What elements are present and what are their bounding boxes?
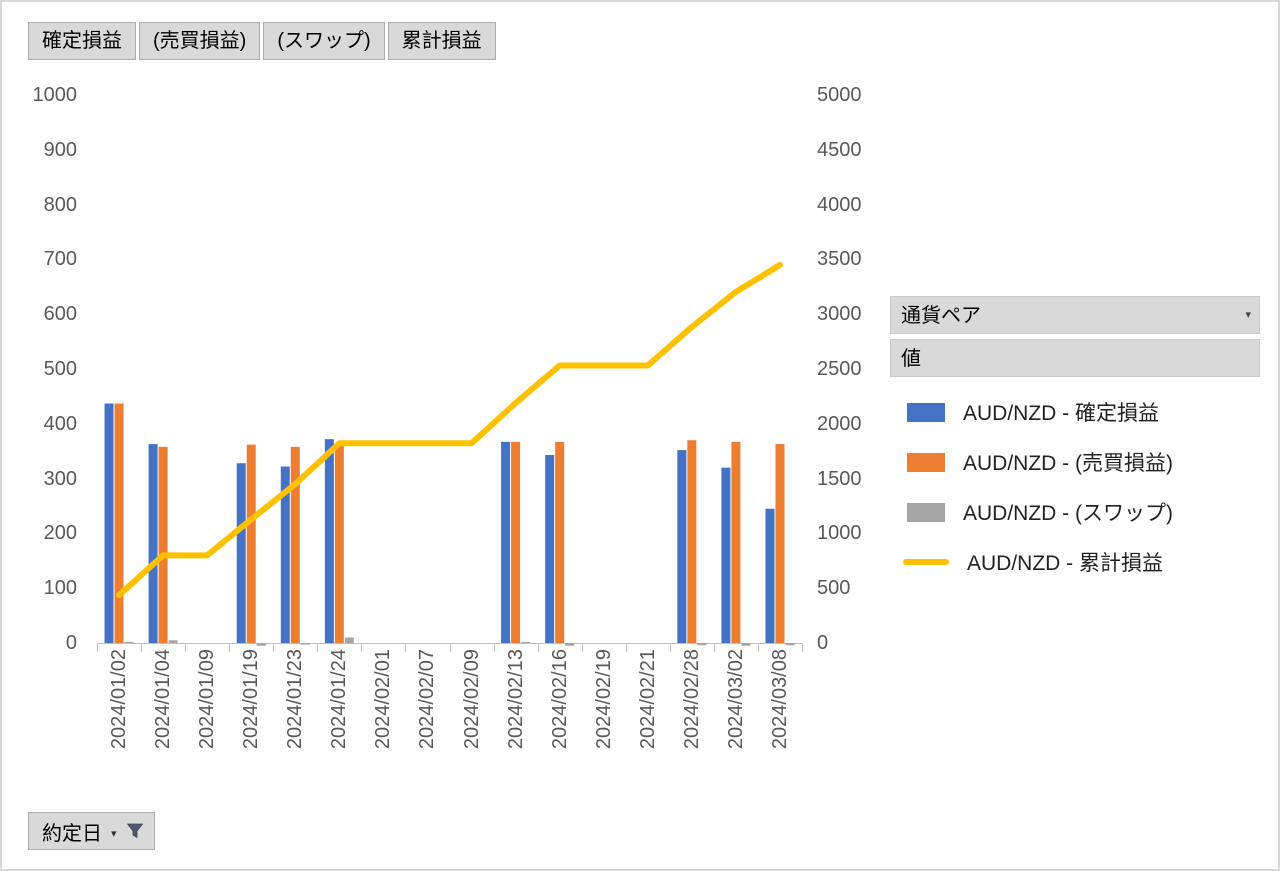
legend-items: AUD/NZD - 確定損益 AUD/NZD - (売買損益) AUD/NZD - …: [890, 387, 1260, 587]
bar-series2-cat16[interactable]: [775, 444, 785, 643]
bar-series1-cat15[interactable]: [721, 467, 731, 643]
bar-series3-cat16[interactable]: [785, 643, 795, 646]
dropdown-caret-icon[interactable]: ▾: [1245, 309, 1251, 321]
right-axis-tick-label: 3500: [817, 248, 862, 271]
right-axis-tick-label: 1000: [817, 522, 862, 545]
field-button-4[interactable]: 累計損益: [387, 22, 496, 60]
bar-series2-cat1[interactable]: [114, 403, 124, 643]
bar-series1-cat14[interactable]: [677, 450, 687, 643]
legend-panel: 通貨ペア ▾ 値 AUD/NZD - 確定損益 AUD/NZD - (売買損益) A…: [890, 296, 1260, 587]
legend-value-header-label: 値: [901, 348, 921, 370]
legend-item-label: AUD/NZD - 累計損益: [967, 552, 1163, 575]
left-axis-tick-label: 200: [43, 522, 77, 545]
bar-series2-cat4[interactable]: [246, 444, 256, 643]
funnel-icon: [126, 823, 143, 839]
legend-swatch-bar: [907, 502, 945, 522]
left-axis-tick-label: 1000: [32, 84, 78, 106]
value-field-buttons: 確定損益 (売買損益) (スワップ) 累計損益: [28, 22, 496, 60]
legend-item-2[interactable]: AUD/NZD - (売買損益): [890, 437, 1260, 487]
bar-series2-cat2[interactable]: [158, 446, 168, 643]
right-axis-tick-label: 2500: [817, 358, 862, 380]
bar-series1-cat4[interactable]: [236, 463, 246, 643]
left-axis-tick-label: 800: [43, 193, 77, 216]
bar-series1-cat11[interactable]: [545, 455, 555, 643]
dropdown-caret-icon: ▾: [111, 827, 117, 840]
legend-item-label: AUD/NZD - 確定損益: [963, 402, 1159, 425]
legend-item-3[interactable]: AUD/NZD - (スワップ): [890, 487, 1260, 537]
left-axis-tick-label: 100: [43, 577, 77, 600]
field-button-1[interactable]: 確定損益: [28, 22, 136, 60]
bar-series1-cat16[interactable]: [765, 508, 775, 643]
bar-series3-cat5[interactable]: [300, 643, 310, 645]
bar-series2-cat6[interactable]: [334, 445, 344, 643]
bar-series1-cat10[interactable]: [501, 441, 511, 643]
field-button-2[interactable]: (売買損益): [139, 22, 261, 60]
left-axis-tick-label: 500: [43, 358, 77, 380]
legend-item-label: AUD/NZD - (売買損益): [963, 452, 1173, 475]
right-axis-tick-label: 4500: [817, 138, 862, 161]
right-axis-tick-label: 500: [817, 577, 851, 600]
bar-series3-cat2[interactable]: [168, 640, 178, 643]
legend-swatch-bar: [907, 452, 945, 472]
right-axis-tick-label: 3000: [817, 303, 862, 326]
legend-item-label: AUD/NZD - (スワップ): [963, 502, 1173, 525]
bar-series3-cat10[interactable]: [521, 641, 531, 643]
right-axis-tick-label: 2000: [817, 412, 862, 435]
bar-series3-cat11[interactable]: [565, 643, 575, 646]
cumulative-line[interactable]: [116, 261, 783, 599]
legend-field-header-label: 通貨ペア: [901, 305, 981, 327]
left-axis-tick-label: 600: [43, 303, 77, 326]
right-axis-tick-label: 0: [817, 632, 829, 654]
legend-field-header[interactable]: 通貨ペア ▾: [890, 296, 1260, 334]
left-axis-tick-label: 700: [43, 248, 77, 271]
axis-field-filter-button[interactable]: 約定日 ▾: [28, 812, 155, 850]
legend-swatch-bar: [907, 402, 945, 422]
bar-series1-cat6[interactable]: [324, 439, 334, 643]
axis-field-label: 約定日: [42, 822, 102, 845]
bar-series3-cat6[interactable]: [344, 637, 354, 643]
legend-swatch-line: [903, 559, 949, 565]
bar-series2-cat11[interactable]: [555, 441, 565, 643]
bar-series1-cat2[interactable]: [148, 444, 158, 643]
bar-series3-cat15[interactable]: [741, 643, 751, 646]
field-button-3[interactable]: (スワップ): [263, 22, 385, 60]
bar-series2-cat14[interactable]: [687, 440, 697, 643]
bar-series2-cat10[interactable]: [511, 441, 521, 643]
right-axis-tick-label: 1500: [817, 467, 862, 490]
bar-series3-cat1[interactable]: [124, 641, 134, 643]
legend-item-4[interactable]: AUD/NZD - 累計損益: [890, 537, 1260, 587]
bar-series3-cat14[interactable]: [697, 643, 707, 646]
legend-item-1[interactable]: AUD/NZD - 確定損益: [890, 387, 1260, 437]
bar-series1-cat5[interactable]: [280, 466, 290, 643]
bar-series3-cat4[interactable]: [256, 643, 266, 646]
left-axis-tick-label: 300: [43, 467, 77, 490]
left-axis-tick-label: 0: [65, 632, 77, 654]
left-axis-tick-label: 400: [43, 412, 77, 435]
bar-series2-cat5[interactable]: [290, 446, 300, 643]
right-axis-tick-label: 4000: [817, 193, 862, 216]
bar-series1-cat1[interactable]: [104, 403, 114, 643]
legend-value-header: 値: [890, 339, 1260, 377]
right-axis-tick-label: 5000: [817, 84, 862, 106]
bar-series2-cat15[interactable]: [731, 441, 741, 643]
left-axis-tick-label: 900: [43, 138, 77, 161]
